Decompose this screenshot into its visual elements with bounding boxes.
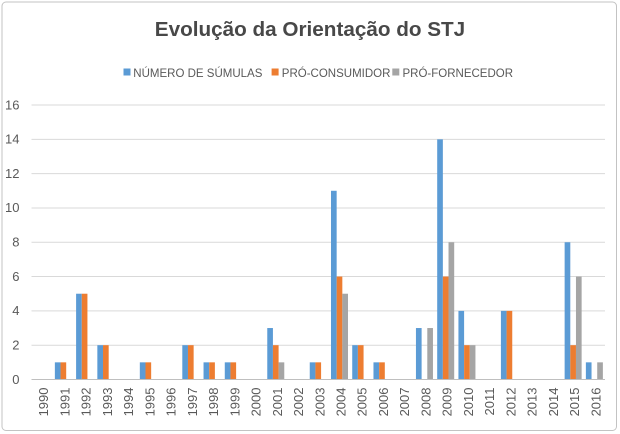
svg-text:2007: 2007 xyxy=(397,388,412,417)
svg-text:2000: 2000 xyxy=(249,388,264,417)
svg-text:1995: 1995 xyxy=(142,388,157,417)
svg-text:1991: 1991 xyxy=(57,388,72,417)
svg-text:1998: 1998 xyxy=(206,388,221,417)
svg-text:8: 8 xyxy=(12,235,19,250)
svg-text:2006: 2006 xyxy=(376,388,391,417)
svg-text:2002: 2002 xyxy=(291,388,306,417)
svg-text:NÚMERO DE SÚMULAS: NÚMERO DE SÚMULAS xyxy=(133,67,262,80)
svg-text:1997: 1997 xyxy=(185,388,200,417)
svg-text:2013: 2013 xyxy=(525,388,540,417)
svg-text:1992: 1992 xyxy=(79,388,94,417)
svg-text:2012: 2012 xyxy=(503,388,518,417)
svg-text:6: 6 xyxy=(12,269,19,284)
svg-text:16: 16 xyxy=(5,97,19,112)
svg-text:2009: 2009 xyxy=(440,388,455,417)
svg-text:2005: 2005 xyxy=(355,388,370,417)
svg-text:1990: 1990 xyxy=(36,388,51,417)
svg-text:2: 2 xyxy=(12,337,19,352)
svg-text:2016: 2016 xyxy=(588,388,603,417)
svg-text:1996: 1996 xyxy=(164,388,179,417)
svg-text:1994: 1994 xyxy=(121,388,136,417)
svg-text:10: 10 xyxy=(5,200,19,215)
svg-text:2008: 2008 xyxy=(418,388,433,417)
svg-text:2010: 2010 xyxy=(461,388,476,417)
svg-text:0: 0 xyxy=(12,372,19,387)
svg-text:2011: 2011 xyxy=(482,388,497,416)
svg-text:4: 4 xyxy=(12,303,19,318)
svg-text:1999: 1999 xyxy=(227,388,242,417)
svg-text:2015: 2015 xyxy=(567,388,582,417)
svg-text:PRÓ-CONSUMIDOR: PRÓ-CONSUMIDOR xyxy=(282,67,391,80)
svg-text:2004: 2004 xyxy=(333,388,348,417)
svg-text:2003: 2003 xyxy=(312,388,327,417)
svg-text:14: 14 xyxy=(5,132,19,147)
svg-text:2014: 2014 xyxy=(546,388,561,417)
svg-text:12: 12 xyxy=(5,166,19,181)
svg-text:1993: 1993 xyxy=(100,388,115,417)
svg-text:PRÓ-FORNECEDOR: PRÓ-FORNECEDOR xyxy=(403,67,514,80)
svg-text:2001: 2001 xyxy=(270,388,285,417)
svg-text:Evolução da Orientação do STJ: Evolução da Orientação do STJ xyxy=(155,18,465,41)
